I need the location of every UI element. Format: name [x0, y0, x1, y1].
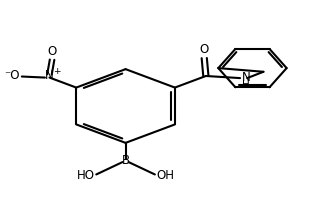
Text: N: N [242, 71, 250, 84]
Text: OH: OH [156, 169, 174, 182]
Text: B: B [121, 154, 130, 167]
Text: O: O [200, 43, 209, 56]
Text: H: H [242, 80, 249, 90]
Text: +: + [53, 67, 60, 76]
Text: N: N [45, 69, 54, 82]
Text: HO: HO [77, 169, 95, 182]
Text: O: O [48, 45, 57, 58]
Text: ⁻O: ⁻O [5, 69, 20, 82]
